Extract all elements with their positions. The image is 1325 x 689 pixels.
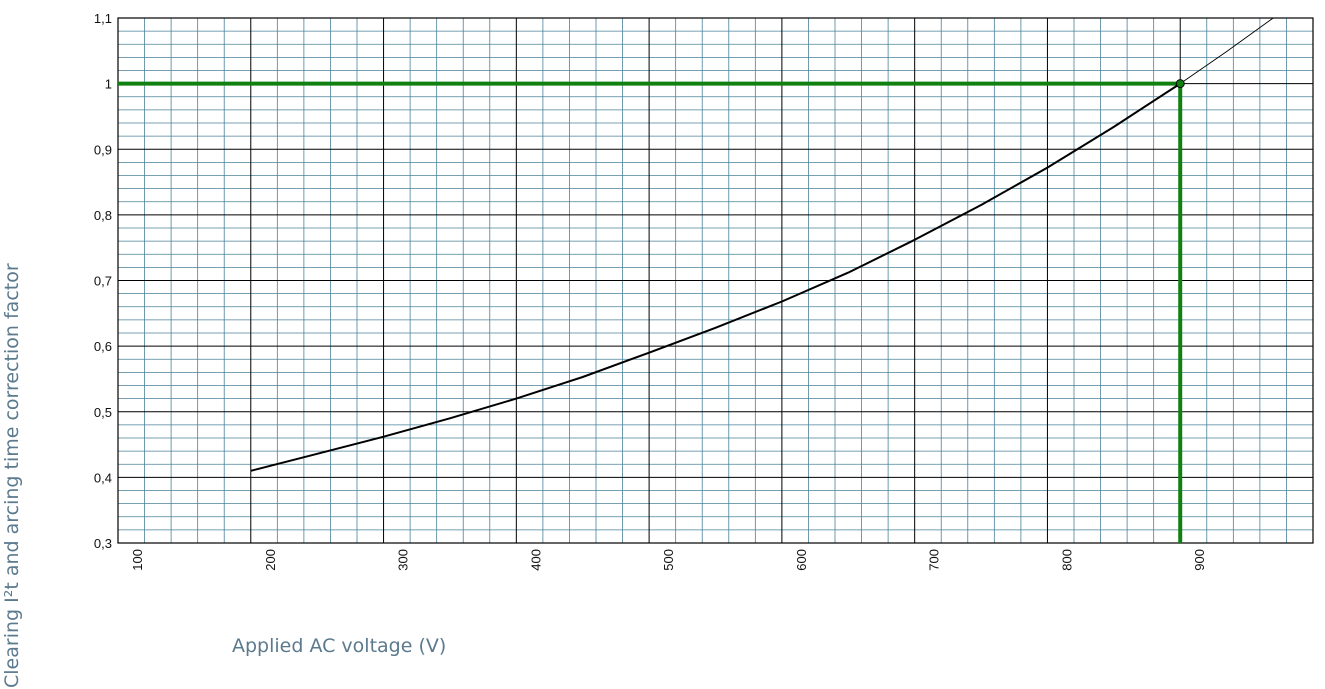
x-tick-label: 800	[1059, 549, 1074, 571]
y-axis-title: Clearing I²t and arcing time correction …	[1, 263, 23, 688]
y-tick-label: 0,7	[94, 274, 112, 289]
x-tick-label: 300	[396, 549, 411, 571]
x-tick-label: 500	[661, 549, 676, 571]
y-tick-label: 0,9	[94, 142, 112, 157]
y-tick-labels: 0,3 0,4 0,5 0,6 0,7 0,8 0,9 1 1,1	[94, 11, 112, 551]
correction-curve-extension	[1179, 17, 1274, 84]
plot-border	[117, 17, 1314, 544]
plot-frame	[117, 17, 1314, 544]
y-tick-label: 0,8	[94, 208, 112, 223]
y-tick-label: 1	[105, 77, 112, 92]
y-tick-label: 0,3	[94, 536, 112, 551]
data-series	[250, 17, 1274, 472]
correction-curve	[250, 82, 1181, 472]
x-tick-label: 700	[927, 549, 942, 571]
x-tick-label: 100	[130, 549, 145, 571]
y-tick-label: 0,5	[94, 405, 112, 420]
reference-lines	[118, 81, 1183, 543]
x-tick-label: 900	[1192, 549, 1207, 571]
x-axis-title: Applied AC voltage (V)	[232, 635, 446, 657]
y-tick-label: 1,1	[94, 11, 112, 26]
x-tick-label: 200	[263, 549, 278, 571]
reference-point	[1175, 79, 1185, 89]
x-tick-label: 600	[794, 549, 809, 571]
y-tick-label: 0,4	[94, 470, 112, 485]
x-tick-labels: 1002003004005006007008009001000	[130, 549, 1207, 571]
x-tick-label: 400	[528, 549, 543, 571]
y-tick-label: 0,6	[94, 339, 112, 354]
